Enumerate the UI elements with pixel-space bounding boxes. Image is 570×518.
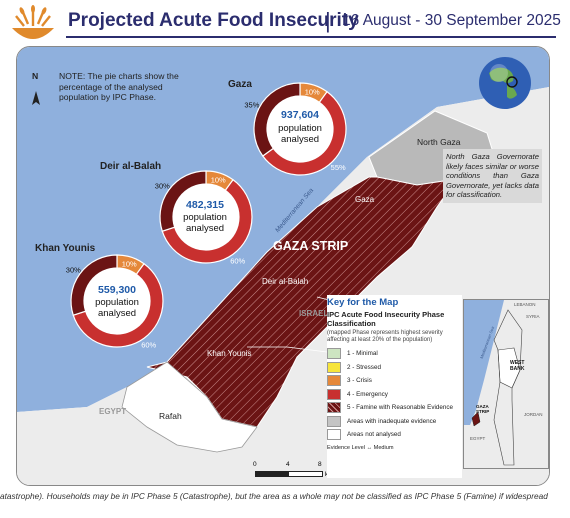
rafah-area [121, 361, 258, 453]
north-gaza-callout: North Gaza Governorate likely faces simi… [443, 149, 542, 203]
legend-swatch [327, 402, 341, 414]
israel-label: ISRAEL [299, 309, 329, 318]
evidence-level: Evidence Level ↔ Medium [327, 445, 462, 451]
legend-item-label: Areas with inadequate evidence [347, 417, 437, 425]
legend-swatch [327, 348, 341, 360]
date-range: 16 August - 30 September 2025 [342, 12, 561, 29]
inset-jordan: JORDAN [524, 412, 543, 417]
pie-note: NOTE: The pie charts show the percentage… [59, 71, 179, 102]
pie-population-deir: 482,315 [186, 199, 224, 211]
header-logo [8, 4, 58, 46]
legend-item: Areas not analysed [327, 428, 462, 442]
globe-icon [479, 57, 531, 109]
pie-city-deir: Deir al-Balah [100, 161, 162, 172]
header-rule [66, 36, 556, 38]
globe-inset [477, 55, 533, 111]
inset-west-bank: WEST BANK [510, 360, 525, 372]
legend-item-label: 1 - Minimal [347, 350, 378, 358]
legend-item: 3 - Crisis [327, 374, 462, 388]
wheat-bowl-icon [12, 5, 54, 39]
pie-population-khan: 559,300 [98, 284, 136, 296]
legend-swatch [327, 415, 341, 427]
north-arrow-icon [32, 91, 40, 105]
legend-subtitle: IPC Acute Food Insecurity Phase Classifi… [327, 310, 445, 328]
inset-egypt: EGYPT [470, 436, 486, 441]
north-gaza-label: North Gaza [417, 137, 461, 147]
legend-swatch [327, 361, 341, 373]
scale-tick-8: 8 [318, 461, 322, 468]
page-title: Projected Acute Food Insecurity [68, 10, 359, 31]
gaza-map-label: Gaza [355, 195, 375, 204]
scale-bar [255, 471, 323, 477]
legend-swatch [327, 375, 341, 387]
legend-item-label: Areas not analysed [347, 431, 401, 439]
legend-items: 1 - Minimal 2 - Stressed 3 - Crisis 4 - Eme… [327, 347, 462, 442]
map-frame: N NOTE: The pie charts show the percenta… [16, 46, 550, 486]
legend-title: Key for the Map [327, 297, 399, 308]
pie-label-deir: population analysed [183, 212, 227, 234]
pie-label-gaza: population analysed [278, 123, 322, 145]
rafah-label: Rafah [159, 411, 182, 421]
inset-gaza: GAZA STRIP [476, 404, 490, 414]
legend-item: Areas with inadequate evidence [327, 415, 462, 429]
legend-item-label: 4 - Emergency [347, 390, 388, 398]
legend-item: 5 - Famine with Reasonable Evidence [327, 401, 462, 415]
title-separator: | [325, 8, 331, 33]
scale-tick-4: 4 [286, 461, 290, 468]
legend-item: 4 - Emergency [327, 388, 462, 402]
north-label: N [32, 71, 39, 81]
footer-text: atastrophe). Households may be in IPC Ph… [0, 491, 548, 501]
khan-map-label: Khan Younis [207, 349, 252, 358]
egypt-label: EGYPT [99, 407, 127, 416]
legend-swatch [327, 429, 341, 441]
pie-population-gaza: 937,604 [281, 109, 319, 121]
legend-note: (mapped Phase represents highest severit… [327, 330, 443, 343]
legend-item-label: 2 - Stressed [347, 363, 381, 371]
location-inset-map: LEBANON SYRIA WEST BANK JORDAN GAZA STRI… [463, 299, 549, 469]
scale-tick-0: 0 [253, 461, 257, 468]
evidence-value: ↔ Medium [366, 444, 394, 451]
inset-map-canvas [464, 300, 523, 466]
evidence-label: Evidence Level [327, 444, 365, 451]
inset-lebanon: LEBANON [514, 302, 536, 307]
deir-map-label: Deir al-Balah [262, 277, 309, 286]
legend-swatch [327, 388, 341, 400]
region-title: GAZA STRIP [273, 239, 349, 253]
legend-item: 1 - Minimal [327, 347, 462, 361]
legend-item-label: 3 - Crisis [347, 377, 372, 385]
legend-item-label: 5 - Famine with Reasonable Evidence [347, 404, 454, 412]
pie-label-khan: population analysed [95, 297, 139, 319]
inset-syria: SYRIA [526, 314, 540, 319]
legend-item: 2 - Stressed [327, 361, 462, 375]
pie-city-khan: Khan Younis [35, 243, 96, 254]
pie-city-gaza: Gaza [228, 79, 252, 90]
map-legend: Key for the Map IPC Acute Food Insecurit… [327, 295, 462, 478]
